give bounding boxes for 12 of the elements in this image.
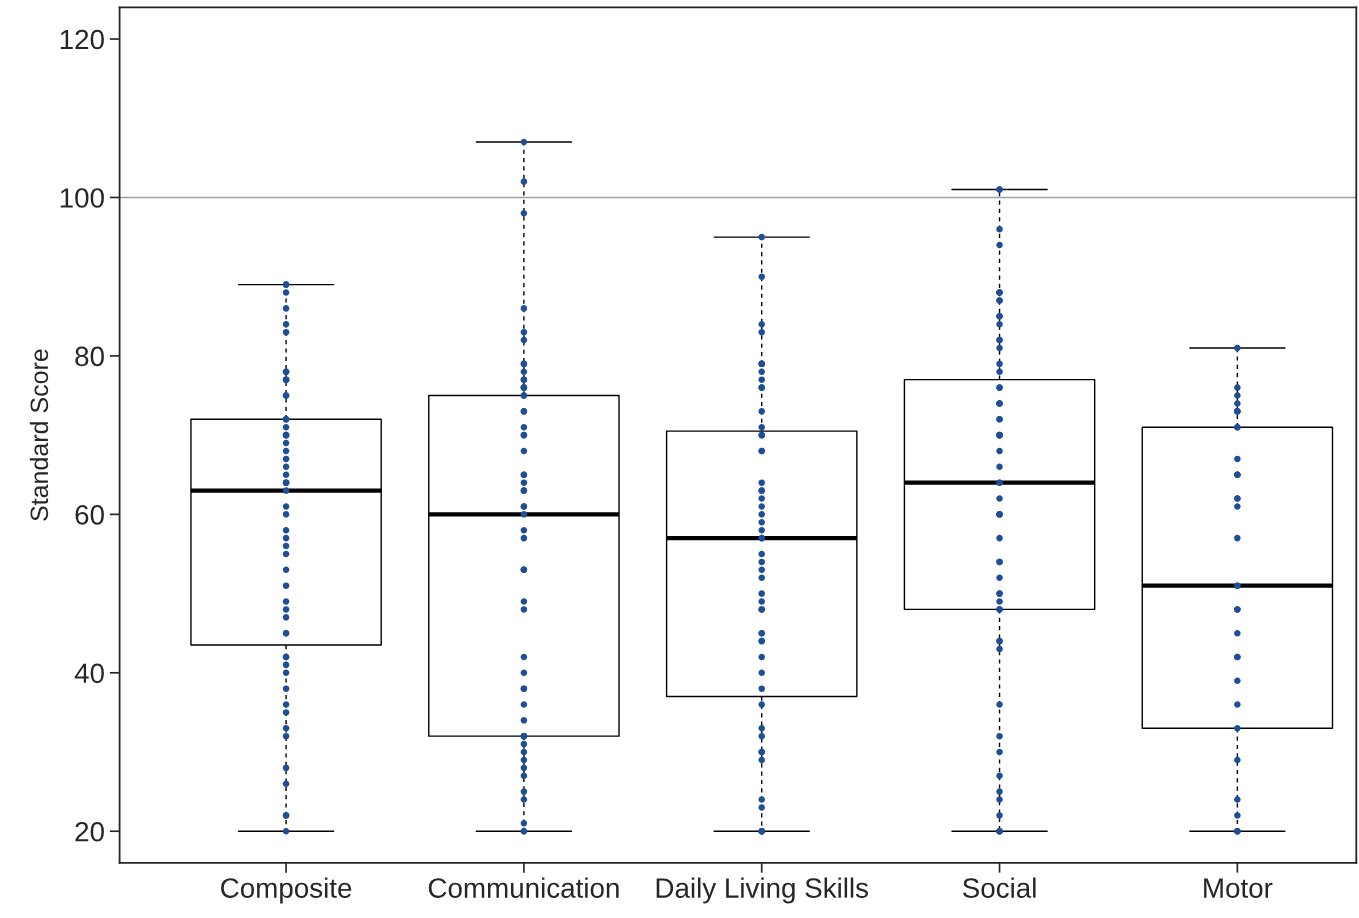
- y-axis-title: Standard Score: [29, 349, 49, 521]
- y-tick-label: 40: [74, 663, 104, 684]
- y-tick-label: 100: [60, 188, 104, 208]
- x-tick-label: Social: [962, 877, 1036, 898]
- y-tick-label: 80: [75, 346, 104, 367]
- x-tick-label: Motor: [1204, 878, 1273, 898]
- x-tick-label: Communication: [428, 877, 619, 898]
- y-tick-label: 60: [75, 505, 104, 525]
- y-tick-label: 120: [60, 29, 104, 50]
- x-tick-label: Daily Living Skills: [656, 877, 868, 904]
- y-tick-label: 20: [75, 821, 104, 842]
- x-tick-label: Composite: [221, 877, 352, 904]
